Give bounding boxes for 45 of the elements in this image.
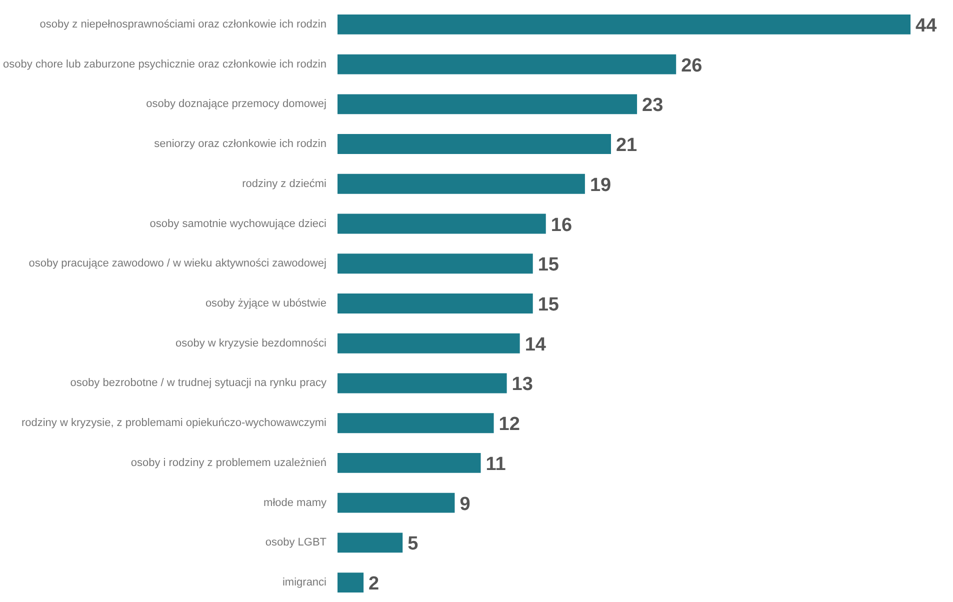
bar [338,54,676,74]
data-label: 15 [538,254,560,276]
data-label: 15 [538,294,560,316]
bar [338,294,533,314]
y-tick-label: osoby i rodziny z problemem uzależnień [130,456,327,469]
y-tick-label: rodziny z dziećmi [242,178,326,190]
bar [338,572,364,593]
data-label: 11 [486,454,506,475]
y-tick-label: osoby z niepełnosprawnościami oraz członkowie ich rodzin [40,18,327,30]
bar [338,532,403,553]
data-label: 12 [498,414,520,436]
data-label: 13 [512,374,533,396]
y-tick-label: imigranci [282,576,327,589]
y-tick-label: rodziny w kryzysie, z problemami opiekuńczo-wychowawczymi [21,417,327,430]
data-label: 19 [590,174,612,196]
y-tick-label: osoby żyjące w ubóstwie [205,297,327,310]
y-tick-label: osoby pracujące zawodowo / w wieku aktywności zawodowej [28,258,327,270]
y-tick-label: młode mamy [264,496,327,509]
bar [338,452,481,473]
data-label: 5 [408,534,419,555]
bar [338,214,546,234]
bar [338,134,611,154]
y-tick-label: osoby w kryzysie bezdomności [175,337,327,350]
bar [338,174,585,194]
data-label: 44 [916,15,938,36]
y-tick-label: osoby LGBT [265,536,327,549]
y-tick-label: osoby bezrobotne / w trudnej sytuacji na rynku pracy [70,377,327,390]
bar [338,254,533,274]
y-tick-label: osoby samotnie wychowujące dzieci [150,218,327,230]
bar [338,333,520,354]
data-label: 9 [460,494,470,515]
data-label: 2 [368,574,380,595]
bar [338,14,911,34]
data-label: 26 [681,55,702,76]
data-label: 16 [550,214,572,236]
y-tick-label: osoby chore lub zaburzone psychicznie oraz członkowie ich rodzin [3,58,327,70]
bar [338,413,494,434]
data-label: 14 [524,334,546,356]
data-label: 21 [616,135,638,156]
bar [338,373,507,394]
y-tick-label: osoby doznające przemocy domowej [146,98,327,110]
y-tick-label: seniorzy oraz członkowie ich rodzin [154,138,327,150]
bar [338,94,638,114]
data-label: 23 [642,95,664,116]
bar [338,492,455,513]
